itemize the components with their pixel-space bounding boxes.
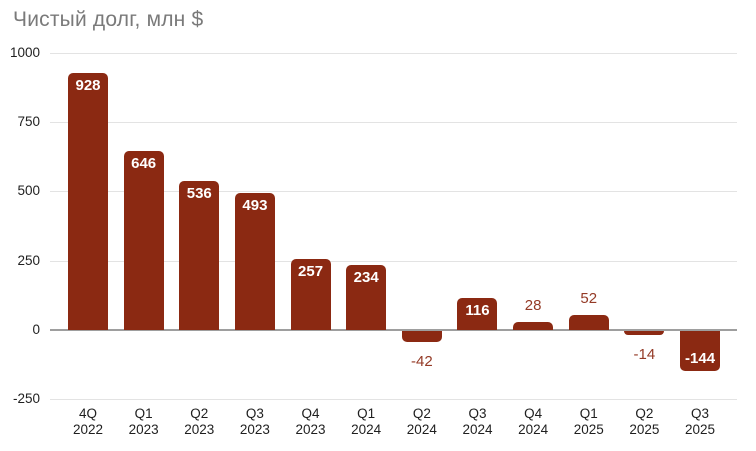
gridline — [50, 53, 737, 54]
bar — [234, 193, 275, 330]
bar-value-label: 928 — [75, 76, 101, 94]
x-axis-category-label: 4Q 2022 — [58, 406, 118, 438]
x-axis-category-label: Q4 2023 — [281, 406, 341, 438]
bar-value-label: 52 — [580, 290, 598, 308]
zero-line — [50, 328, 737, 331]
x-axis-category-label: Q2 2024 — [392, 406, 452, 438]
bar — [290, 258, 331, 330]
x-axis-category-label: Q1 2024 — [336, 406, 396, 438]
y-axis-tick-label: 1000 — [9, 45, 40, 60]
bar — [680, 330, 721, 371]
x-axis-category-label: Q3 2025 — [670, 406, 730, 438]
bar-value-label: 257 — [298, 262, 324, 280]
x-axis-label-line: 2024 — [406, 422, 437, 437]
x-axis-category-label: Q4 2024 — [503, 406, 563, 438]
gridline — [50, 399, 737, 400]
x-axis-category-label: Q3 2023 — [225, 406, 285, 438]
x-axis-label-line: Q1 — [357, 406, 376, 421]
bar-value-label: 234 — [353, 269, 379, 287]
x-axis-label-line: Q2 — [190, 406, 209, 421]
y-axis-tick-label: 500 — [17, 183, 40, 199]
bar-value-label: 116 — [465, 301, 490, 319]
x-axis-label-line: Q2 — [412, 406, 431, 421]
bar — [513, 322, 554, 330]
x-axis-label-line: 2025 — [573, 422, 604, 437]
bar — [123, 150, 164, 330]
bar-value-label: 646 — [131, 154, 157, 172]
x-axis-category-label: Q2 2025 — [614, 406, 674, 438]
bar — [346, 265, 387, 330]
chart-title: Чистый долг, млн $ — [13, 8, 204, 31]
bar-value-label: 493 — [242, 197, 268, 215]
x-axis-label-line: 2024 — [351, 422, 382, 437]
x-axis-label-line: Q4 — [301, 406, 320, 421]
x-axis-label-line: Q3 — [468, 406, 487, 421]
bar-value-label: -14 — [633, 345, 656, 363]
x-axis-label-line: 2025 — [629, 422, 660, 437]
x-axis-label-line: 2024 — [462, 422, 493, 437]
x-axis-label-line: 2023 — [184, 422, 215, 437]
bar — [457, 297, 498, 330]
x-axis-label-line: Q1 — [134, 406, 153, 421]
y-axis-tick-label: 750 — [17, 114, 40, 130]
x-axis-label-line: Q3 — [691, 406, 710, 421]
gridline — [50, 191, 737, 193]
x-axis-label-line: 2023 — [239, 422, 270, 437]
bar — [624, 330, 665, 335]
x-axis-category-label: Q3 2024 — [447, 406, 507, 438]
bar-value-label: -42 — [410, 353, 433, 371]
gridline — [50, 260, 737, 262]
bar — [179, 181, 220, 330]
x-axis-label-line: 2023 — [128, 422, 159, 437]
bar-value-label: 536 — [186, 185, 212, 203]
x-axis-label-line: Q1 — [579, 406, 598, 421]
bar — [401, 330, 442, 343]
x-axis-label-line: Q2 — [635, 406, 654, 421]
y-axis-tick-label: -250 — [12, 391, 40, 406]
x-axis-label-line: 2023 — [295, 422, 326, 437]
x-axis-label-line: Q4 — [524, 406, 543, 421]
bar-value-label: -144 — [685, 349, 716, 367]
x-axis-category-label: Q1 2023 — [114, 406, 174, 438]
x-axis-label-line: 2022 — [72, 422, 104, 437]
x-axis-label-line: 2025 — [685, 422, 716, 437]
bar — [568, 315, 609, 330]
y-axis-tick-label: 0 — [32, 321, 40, 337]
x-axis-label-line: Q3 — [245, 406, 264, 421]
gridline — [50, 122, 737, 124]
x-axis-label-line: 4Q — [78, 406, 97, 421]
x-axis-label-line: 2024 — [518, 422, 549, 437]
bar — [68, 72, 108, 330]
x-axis-category-label: Q2 2023 — [169, 406, 229, 438]
y-axis-tick-label: 250 — [17, 252, 40, 268]
bar-value-label: 28 — [524, 297, 542, 315]
x-axis-category-label: Q1 2025 — [559, 406, 619, 438]
